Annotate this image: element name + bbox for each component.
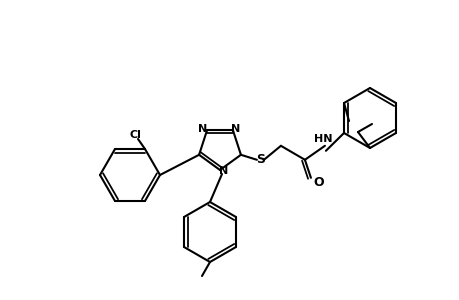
Text: N: N <box>219 166 228 176</box>
Text: Cl: Cl <box>129 130 140 140</box>
Text: HN: HN <box>313 134 331 144</box>
Text: O: O <box>313 176 324 189</box>
Text: S: S <box>256 153 265 166</box>
Text: N: N <box>198 124 207 134</box>
Text: N: N <box>231 124 240 134</box>
